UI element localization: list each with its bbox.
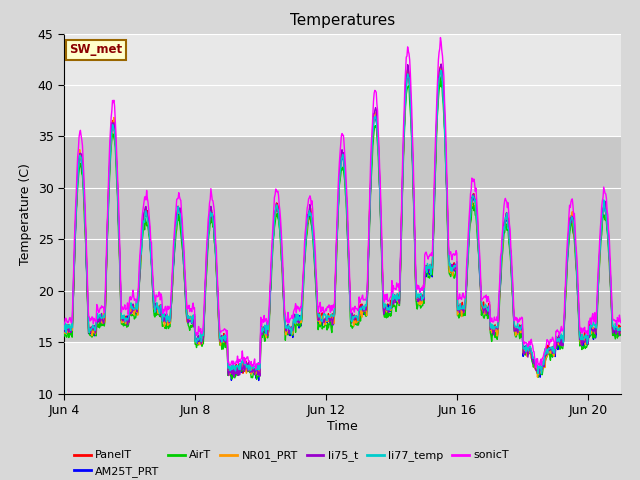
li77_temp — [437, 68, 445, 73]
li75_t — [617, 328, 625, 334]
NR01_PRT — [124, 321, 131, 327]
AirT — [349, 324, 357, 330]
PanelT — [255, 372, 262, 378]
li75_t — [349, 316, 357, 322]
sonicT — [60, 322, 68, 327]
li75_t — [487, 325, 495, 331]
li75_t — [437, 61, 445, 67]
NR01_PRT — [173, 216, 180, 222]
AM25T_PRT — [437, 69, 445, 74]
Title: Temperatures: Temperatures — [290, 13, 395, 28]
Text: SW_met: SW_met — [70, 43, 123, 56]
AirT — [60, 334, 68, 339]
li77_temp — [60, 323, 68, 329]
PanelT — [135, 283, 143, 289]
PanelT — [173, 214, 180, 219]
NR01_PRT — [486, 327, 494, 333]
X-axis label: Time: Time — [327, 420, 358, 433]
AM25T_PRT — [173, 217, 180, 223]
li77_temp — [617, 325, 625, 331]
sonicT — [135, 264, 143, 270]
Line: PanelT: PanelT — [64, 64, 621, 375]
li75_t — [60, 325, 68, 331]
PanelT — [617, 330, 625, 336]
NR01_PRT — [534, 374, 541, 380]
NR01_PRT — [60, 330, 68, 336]
sonicT — [396, 269, 404, 275]
li75_t — [396, 277, 404, 283]
AirT — [396, 285, 404, 290]
PanelT — [60, 324, 68, 330]
AM25T_PRT — [349, 314, 357, 320]
NR01_PRT — [617, 325, 625, 331]
AM25T_PRT — [396, 277, 404, 283]
AM25T_PRT — [60, 328, 68, 334]
li77_temp — [486, 323, 494, 329]
Line: sonicT: sonicT — [64, 37, 621, 368]
AirT — [617, 333, 625, 338]
sonicT — [252, 365, 260, 371]
li77_temp — [124, 317, 131, 323]
AM25T_PRT — [255, 378, 262, 384]
li77_temp — [534, 371, 542, 377]
Y-axis label: Temperature (C): Temperature (C) — [19, 163, 32, 264]
Line: li77_temp: li77_temp — [64, 71, 621, 374]
PanelT — [487, 327, 495, 333]
li75_t — [173, 211, 180, 216]
PanelT — [349, 313, 357, 319]
li77_temp — [348, 319, 356, 324]
NR01_PRT — [348, 319, 356, 325]
Bar — [64, 136, 621, 342]
AM25T_PRT — [617, 331, 625, 337]
AirT — [173, 226, 180, 232]
NR01_PRT — [396, 298, 403, 304]
li75_t — [124, 322, 131, 328]
Legend: PanelT, AM25T_PRT, AirT, NR01_PRT, li75_t, li77_temp, sonicT: PanelT, AM25T_PRT, AirT, NR01_PRT, li75_… — [70, 446, 513, 480]
AM25T_PRT — [124, 313, 131, 319]
AirT — [436, 74, 444, 80]
AM25T_PRT — [135, 283, 143, 288]
sonicT — [617, 320, 625, 325]
AirT — [124, 319, 131, 325]
li77_temp — [135, 277, 143, 283]
AirT — [253, 376, 260, 382]
PanelT — [396, 277, 404, 283]
NR01_PRT — [436, 64, 444, 70]
sonicT — [173, 197, 180, 203]
sonicT — [487, 319, 495, 324]
sonicT — [349, 305, 357, 311]
Line: li75_t: li75_t — [64, 64, 621, 376]
AirT — [487, 333, 495, 339]
li75_t — [135, 283, 143, 288]
Line: NR01_PRT: NR01_PRT — [64, 67, 621, 377]
PanelT — [124, 316, 131, 322]
sonicT — [124, 300, 131, 306]
li77_temp — [396, 295, 403, 301]
Line: AirT: AirT — [64, 77, 621, 379]
AirT — [135, 286, 143, 291]
li75_t — [230, 373, 238, 379]
NR01_PRT — [135, 279, 143, 285]
PanelT — [437, 61, 445, 67]
li77_temp — [173, 220, 180, 226]
sonicT — [436, 35, 444, 40]
Line: AM25T_PRT: AM25T_PRT — [64, 72, 621, 381]
AM25T_PRT — [487, 326, 495, 332]
